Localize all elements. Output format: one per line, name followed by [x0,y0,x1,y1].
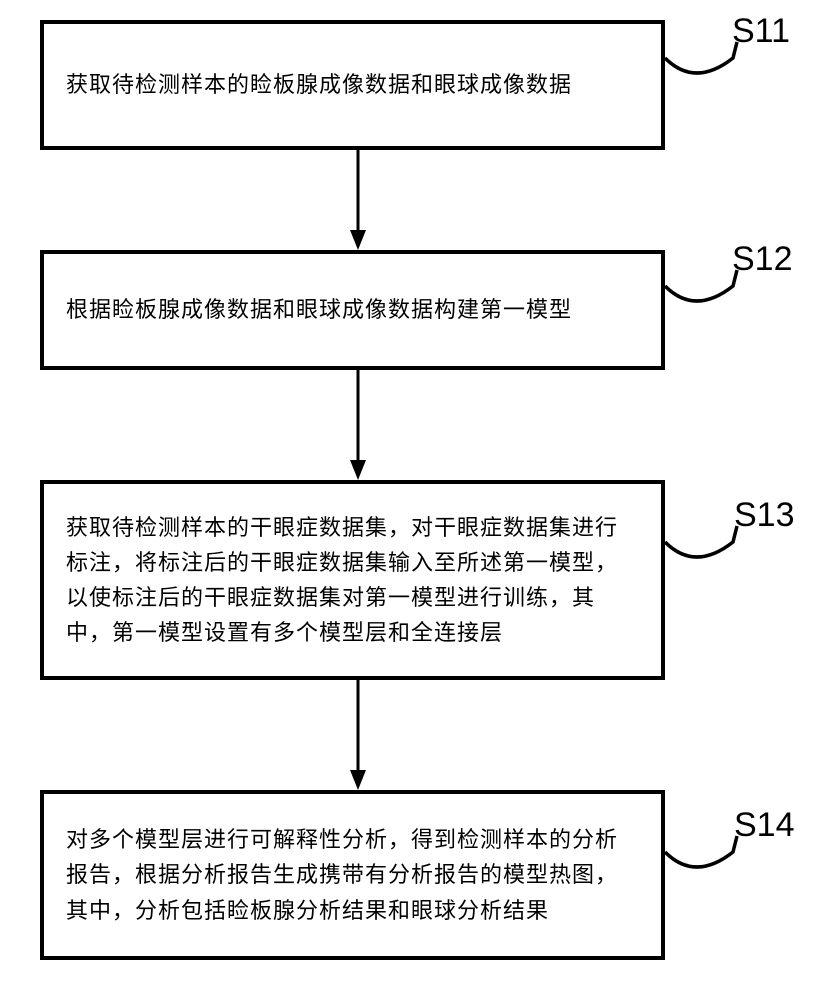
step-label-s14: S14 [734,806,795,845]
step-box-s13: 获取待检测样本的干眼症数据集，对干眼症数据集进行标注，将标注后的干眼症数据集输入… [40,480,665,680]
step-label-s11: S11 [732,12,790,51]
step-text: 根据睑板腺成像数据和眼球成像数据构建第一模型 [66,292,572,327]
step-label-s13: S13 [734,496,795,535]
arrow-s12-s13 [348,370,368,480]
label-text: S11 [732,12,790,50]
step-label-s12: S12 [732,240,793,279]
label-text: S13 [734,496,795,534]
step-box-s14: 对多个模型层进行可解释性分析，得到检测样本的分析报告，根据分析报告生成携带有分析… [40,790,665,960]
step-text: 获取待检测样本的睑板腺成像数据和眼球成像数据 [66,67,572,102]
step-box-s12: 根据睑板腺成像数据和眼球成像数据构建第一模型 [40,250,665,370]
label-text: S12 [732,240,793,278]
step-box-s11: 获取待检测样本的睑板腺成像数据和眼球成像数据 [40,20,665,150]
step-text: 获取待检测样本的干眼症数据集，对干眼症数据集进行标注，将标注后的干眼症数据集输入… [66,510,639,651]
arrow-s11-s12 [348,150,368,250]
step-text: 对多个模型层进行可解释性分析，得到检测样本的分析报告，根据分析报告生成携带有分析… [66,822,639,928]
arrow-s13-s14 [348,680,368,790]
label-text: S14 [734,806,795,844]
